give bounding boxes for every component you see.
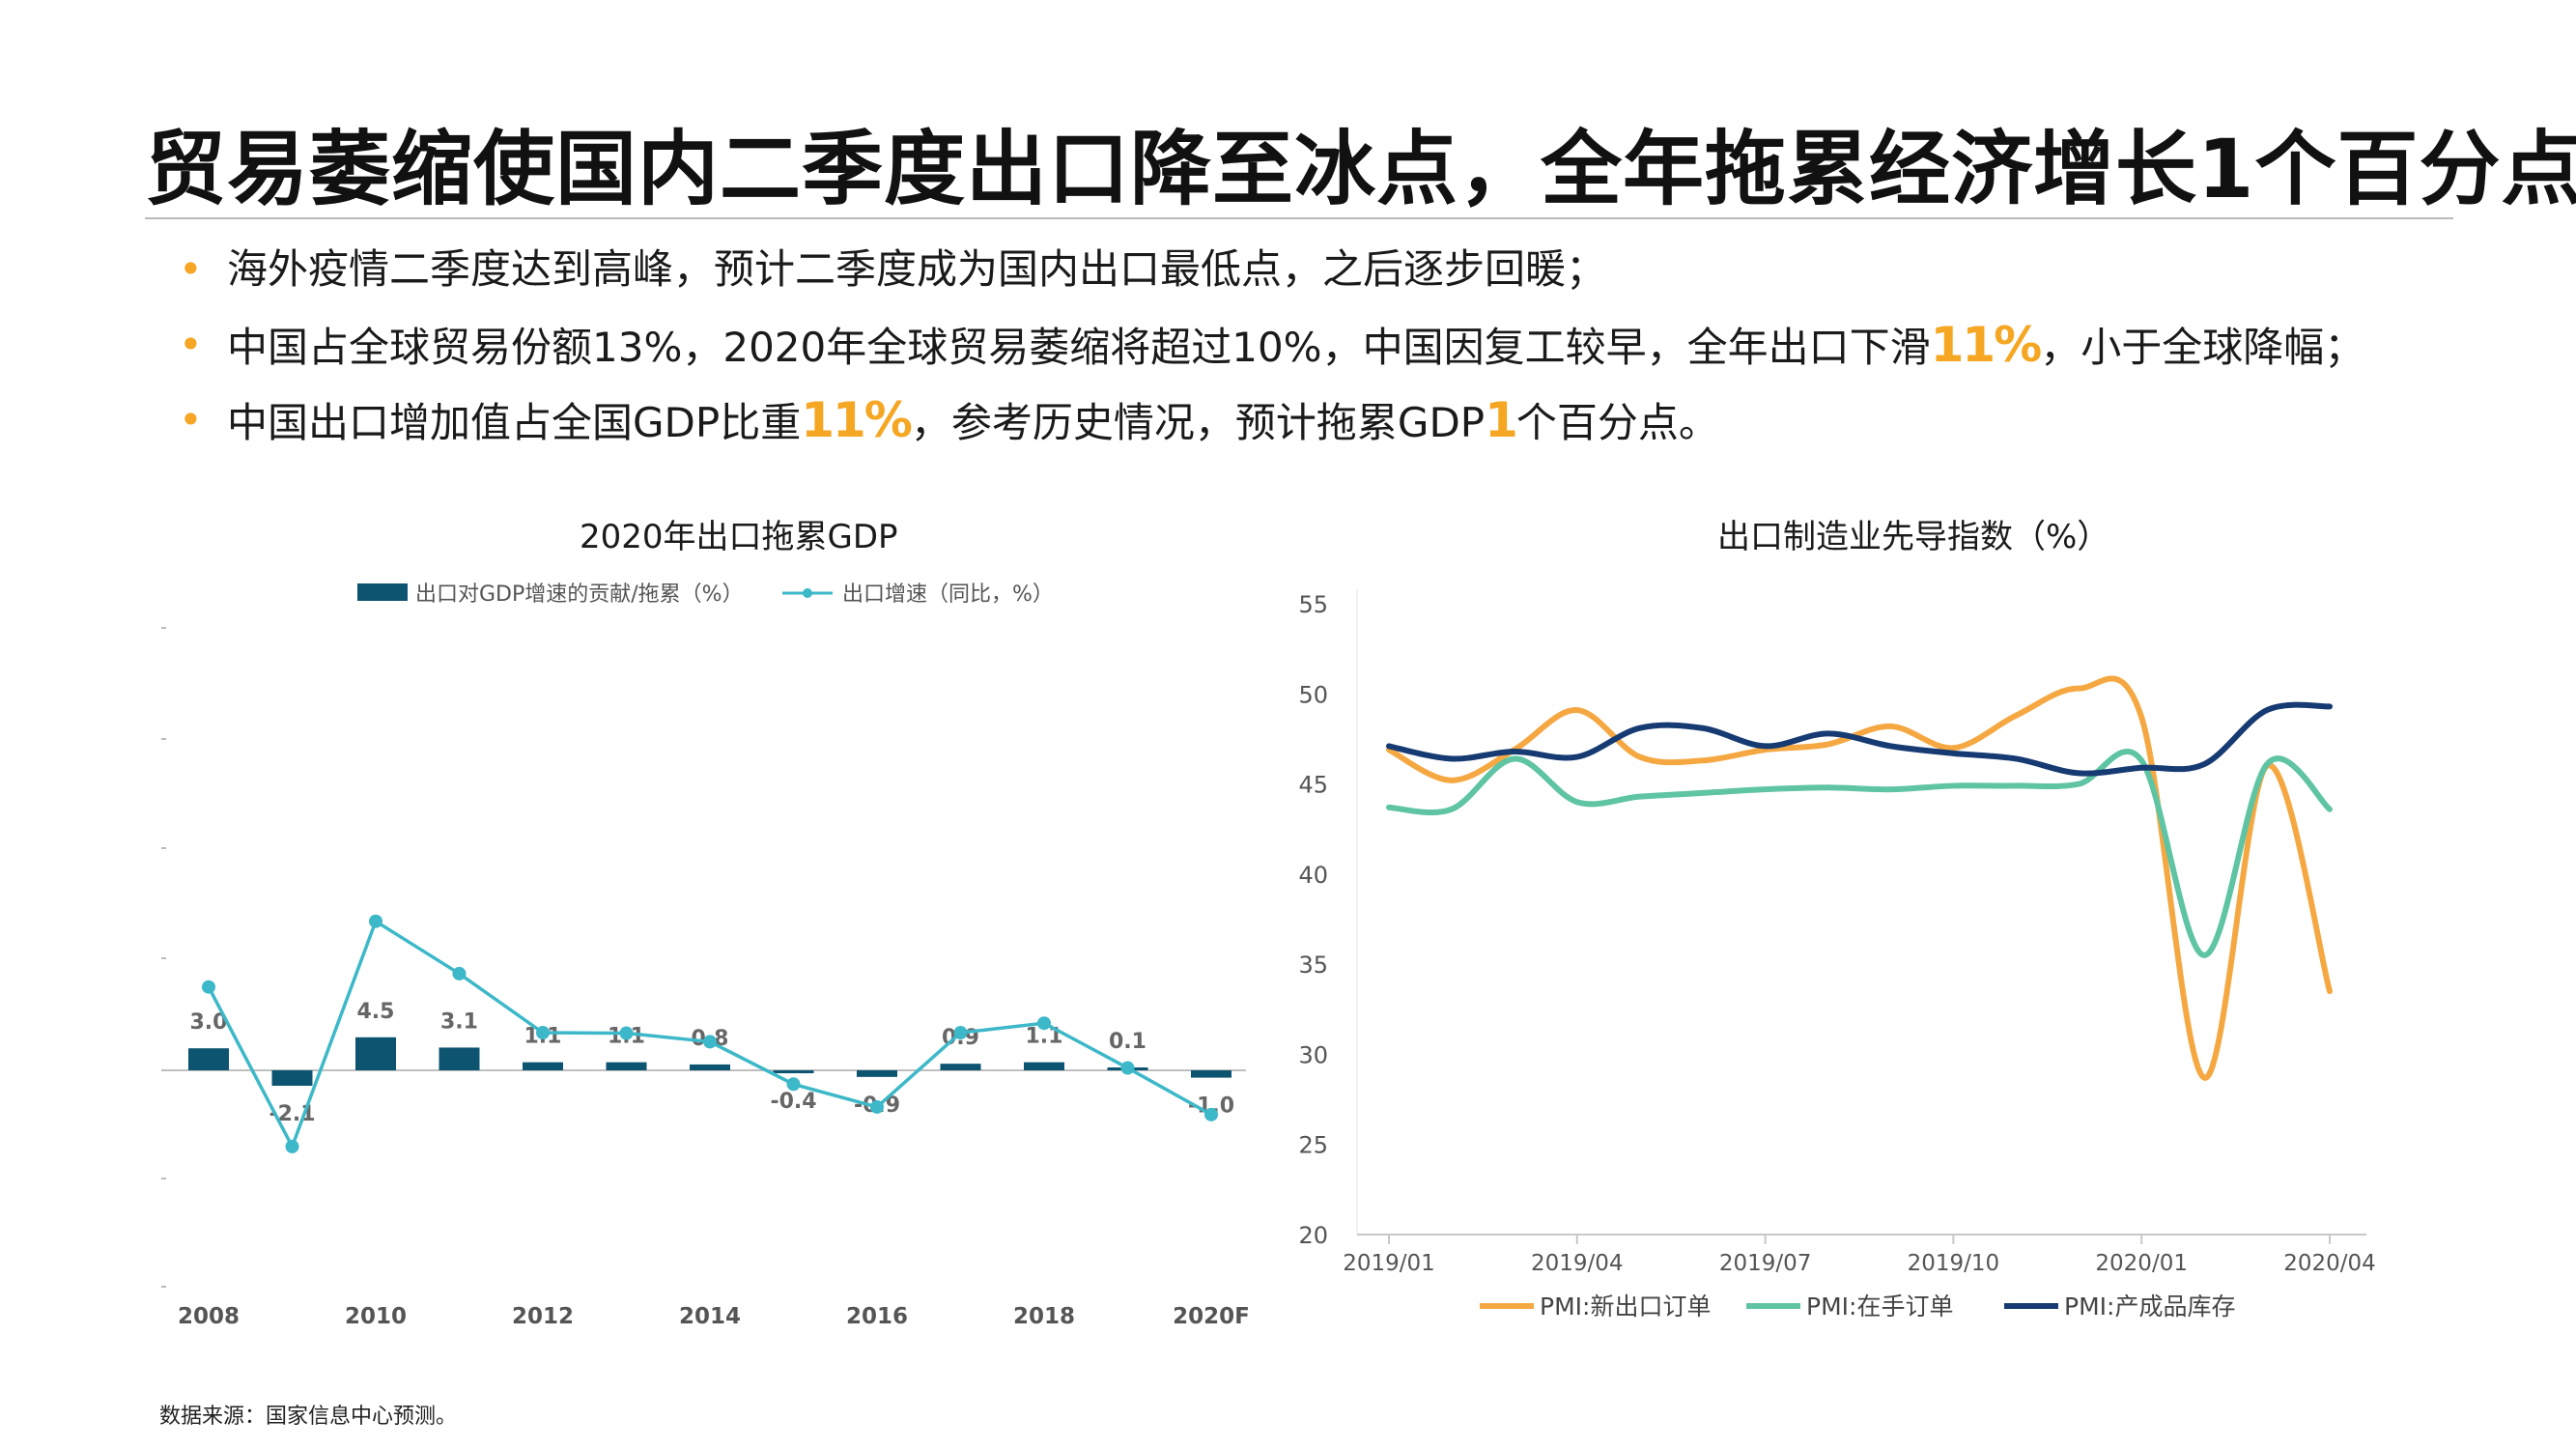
highlight-value: 11% <box>1930 317 2043 373</box>
legend-label: PMI:在手订单 <box>1806 1293 1953 1321</box>
x-tick-label: 2020/04 <box>2283 1251 2376 1276</box>
data-source-note: 数据来源：国家信息中心预测。 <box>159 1405 458 1429</box>
y-tick-label: 45 <box>1298 772 1328 799</box>
bar <box>940 1064 981 1070</box>
bullet-dot-icon: • <box>179 321 203 368</box>
y-tick-label: 30 <box>1298 1041 1328 1068</box>
x-tick-label: 2019/01 <box>1343 1251 1435 1276</box>
bullet-text: 海外疫情二季度达到高峰，预计二季度成为国内出口最低点，之后逐步回暖； <box>227 245 1607 293</box>
bar-value-label: 3.0 <box>190 1010 228 1035</box>
x-tick-label: 2018 <box>1013 1304 1075 1329</box>
highlight-value: 1 <box>1485 392 1518 448</box>
bar-value-label: 0.1 <box>1109 1030 1146 1054</box>
line-point <box>703 1035 717 1049</box>
bar <box>523 1062 563 1070</box>
line-point <box>536 1026 550 1040</box>
x-tick-label: 2010 <box>345 1304 407 1329</box>
legend-label: PMI:产成品库存 <box>2064 1293 2235 1321</box>
bar <box>355 1037 396 1070</box>
line-point <box>953 1026 968 1040</box>
highlight-value: 11% <box>801 392 913 448</box>
x-tick-label: 2019/07 <box>1719 1251 1812 1276</box>
line-point <box>369 914 382 928</box>
x-tick-label: 2020/01 <box>2095 1251 2188 1276</box>
line-point <box>1120 1061 1135 1075</box>
bullet-dot-icon: • <box>179 396 203 443</box>
line-point <box>619 1026 634 1040</box>
bar <box>1191 1070 1231 1078</box>
line-point <box>452 966 467 980</box>
bar <box>439 1047 480 1070</box>
bar-value-label: 3.1 <box>440 1009 478 1034</box>
x-tick-label: 2016 <box>846 1304 908 1329</box>
pmi-series-line <box>1386 701 2333 777</box>
bar <box>606 1062 647 1070</box>
x-tick-label: 2012 <box>512 1304 574 1329</box>
legend-line-marker <box>803 588 812 598</box>
x-tick-label: 2019/10 <box>1908 1251 2000 1276</box>
legend-label: PMI:新出口订单 <box>1540 1293 1711 1321</box>
y-tick-label: 40 <box>1298 862 1328 889</box>
bullet-text: 中国出口增加值占全国GDP比重 <box>227 399 802 446</box>
y-tick-label: 25 <box>1298 1132 1328 1159</box>
line-point <box>285 1139 299 1153</box>
bar <box>188 1048 229 1070</box>
x-tick-label: 2019/04 <box>1531 1251 1624 1276</box>
x-tick-label: 2008 <box>178 1304 240 1329</box>
y-tick-label: 35 <box>1298 952 1328 979</box>
x-tick-label: 2020F <box>1173 1304 1250 1329</box>
legend-line-label: 出口增速（同比，%） <box>842 582 1054 607</box>
bullet-text: ，参考历史情况，预计拖累GDP <box>910 399 1486 446</box>
y-tick-label: 20 <box>1298 1222 1328 1249</box>
left-chart-title: 2020年出口拖累GDP <box>580 518 898 556</box>
pmi-series-line <box>1386 675 2333 1081</box>
y-tick-label: 50 <box>1298 681 1328 708</box>
pmi-series-line <box>1386 749 2333 958</box>
bar <box>271 1070 313 1086</box>
bullet-text: ，小于全球降幅； <box>2040 324 2365 371</box>
bar <box>1024 1062 1064 1070</box>
x-tick-label: 2014 <box>679 1304 741 1329</box>
bar <box>857 1070 897 1077</box>
bar <box>773 1070 814 1074</box>
line-point <box>870 1099 884 1114</box>
bullet-dot-icon: • <box>179 245 203 293</box>
line-point <box>1037 1016 1051 1031</box>
legend-bar-swatch <box>357 583 408 601</box>
title-divider <box>145 217 2453 219</box>
bar <box>690 1064 730 1070</box>
legend-bar-label: 出口对GDP增速的贡献/拖累（%） <box>415 582 744 607</box>
line-point <box>786 1077 801 1092</box>
bullet-text: 个百分点。 <box>1515 399 1719 446</box>
page-title: 贸易萎缩使国内二季度出口降至冰点，全年拖累经济增长1个百分点 <box>145 122 2576 216</box>
bar-value-label: -0.4 <box>770 1090 816 1114</box>
bullet-text: 中国占全球贸易份额13%，2020年全球贸易萎缩将超过10%，中国因复工较早，全… <box>227 324 1931 371</box>
bar-value-label: 4.5 <box>357 1000 395 1024</box>
line-point <box>202 980 215 994</box>
line-point <box>1204 1107 1218 1122</box>
right-chart-title: 出口制造业先导指数（%） <box>1717 518 2110 556</box>
y-tick-label: 55 <box>1298 591 1328 618</box>
